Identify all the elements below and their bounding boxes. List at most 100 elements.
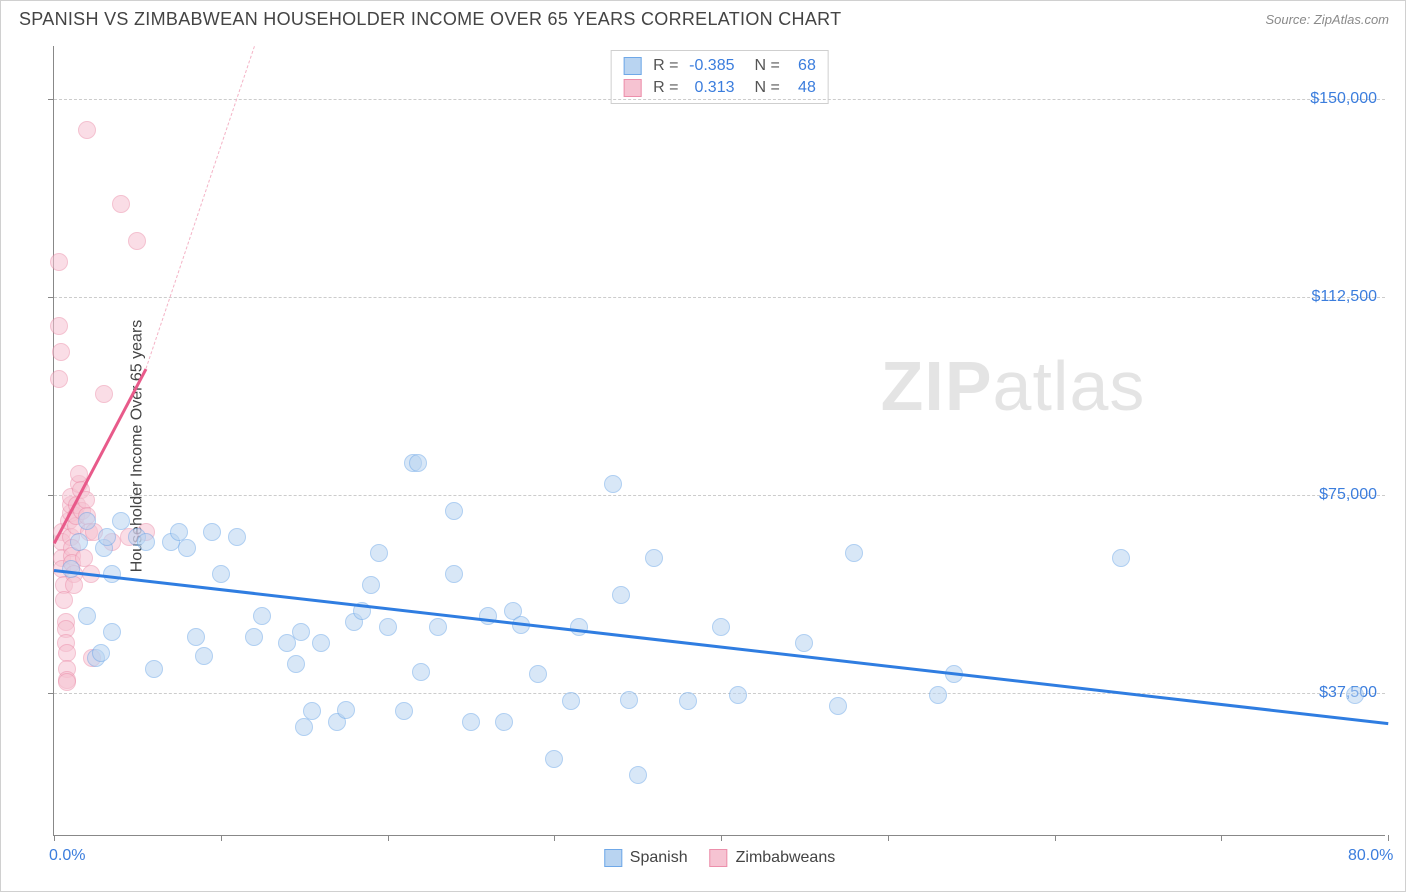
gridline [54, 297, 1385, 298]
data-point [128, 232, 146, 250]
data-point [287, 655, 305, 673]
data-point [292, 623, 310, 641]
n-value-spanish: 68 [788, 57, 816, 75]
x-tick [1055, 835, 1056, 841]
data-point [78, 121, 96, 139]
data-point [445, 565, 463, 583]
x-tick [54, 835, 55, 841]
data-point [50, 370, 68, 388]
gridline [54, 495, 1385, 496]
data-point [187, 628, 205, 646]
data-point [112, 512, 130, 530]
r-value-zimbabwean: 0.313 [687, 79, 735, 97]
data-point [795, 634, 813, 652]
stats-legend: R = -0.385 N = 68 R = 0.313 N = 48 [610, 50, 829, 104]
data-point [429, 618, 447, 636]
legend-label-spanish: Spanish [630, 849, 688, 867]
data-point [1346, 686, 1364, 704]
source-attribution: Source: ZipAtlas.com [1265, 12, 1389, 27]
series-legend: Spanish Zimbabweans [604, 849, 835, 867]
data-point [729, 686, 747, 704]
swatch-zimbabwean [710, 849, 728, 867]
data-point [62, 560, 80, 578]
stats-row-spanish: R = -0.385 N = 68 [623, 55, 816, 77]
data-point [103, 623, 121, 641]
n-value-zimbabwean: 48 [788, 79, 816, 97]
data-point [379, 618, 397, 636]
data-point [645, 549, 663, 567]
data-point [337, 701, 355, 719]
trend-line [54, 569, 1388, 725]
swatch-spanish [604, 849, 622, 867]
data-point [65, 576, 83, 594]
data-point [462, 713, 480, 731]
data-point [445, 502, 463, 520]
data-point [562, 692, 580, 710]
data-point [362, 576, 380, 594]
data-point [55, 591, 73, 609]
data-point [52, 343, 70, 361]
data-point [137, 533, 155, 551]
chart-header: SPANISH VS ZIMBABWEAN HOUSEHOLDER INCOME… [1, 1, 1405, 34]
x-tick [554, 835, 555, 841]
data-point [712, 618, 730, 636]
x-tick [388, 835, 389, 841]
r-value-spanish: -0.385 [687, 57, 735, 75]
data-point [50, 317, 68, 335]
data-point [629, 766, 647, 784]
data-point [1112, 549, 1130, 567]
x-tick-label: 80.0% [1348, 847, 1393, 865]
data-point [395, 702, 413, 720]
chart-container: SPANISH VS ZIMBABWEAN HOUSEHOLDER INCOME… [0, 0, 1406, 892]
data-point [295, 718, 313, 736]
data-point [50, 253, 68, 271]
data-point [409, 454, 427, 472]
x-tick [888, 835, 889, 841]
data-point [545, 750, 563, 768]
data-point [203, 523, 221, 541]
x-tick [721, 835, 722, 841]
y-tick [48, 495, 54, 496]
data-point [78, 607, 96, 625]
gridline [54, 99, 1385, 100]
swatch-spanish [623, 57, 641, 75]
data-point [312, 634, 330, 652]
data-point [620, 691, 638, 709]
data-point [303, 702, 321, 720]
data-point [58, 673, 76, 691]
x-tick-label: 0.0% [49, 847, 85, 865]
y-tick [48, 297, 54, 298]
data-point [245, 628, 263, 646]
data-point [228, 528, 246, 546]
data-point [98, 528, 116, 546]
data-point [412, 663, 430, 681]
data-point [929, 686, 947, 704]
gridline [54, 693, 1385, 694]
y-tick-label: $75,000 [1319, 486, 1377, 504]
y-tick [48, 99, 54, 100]
watermark-light: atlas [993, 347, 1146, 425]
chart-title: SPANISH VS ZIMBABWEAN HOUSEHOLDER INCOME… [19, 9, 841, 30]
data-point [78, 512, 96, 530]
n-label: N = [755, 79, 780, 97]
y-tick-label: $150,000 [1310, 90, 1377, 108]
data-point [92, 644, 110, 662]
data-point [112, 195, 130, 213]
data-point [253, 607, 271, 625]
plot-area: ZIPatlas R = -0.385 N = 68 R = 0.313 N =… [53, 46, 1385, 836]
y-tick [48, 693, 54, 694]
x-tick [221, 835, 222, 841]
swatch-zimbabwean [623, 79, 641, 97]
data-point [529, 665, 547, 683]
watermark-bold: ZIP [881, 347, 993, 425]
y-tick-label: $112,500 [1311, 288, 1377, 306]
legend-label-zimbabwean: Zimbabweans [736, 849, 836, 867]
data-point [70, 533, 88, 551]
data-point [612, 586, 630, 604]
legend-item-spanish: Spanish [604, 849, 688, 867]
r-label: R = [653, 79, 678, 97]
x-tick [1221, 835, 1222, 841]
x-tick [1388, 835, 1389, 841]
trend-line [145, 46, 254, 368]
data-point [495, 713, 513, 731]
